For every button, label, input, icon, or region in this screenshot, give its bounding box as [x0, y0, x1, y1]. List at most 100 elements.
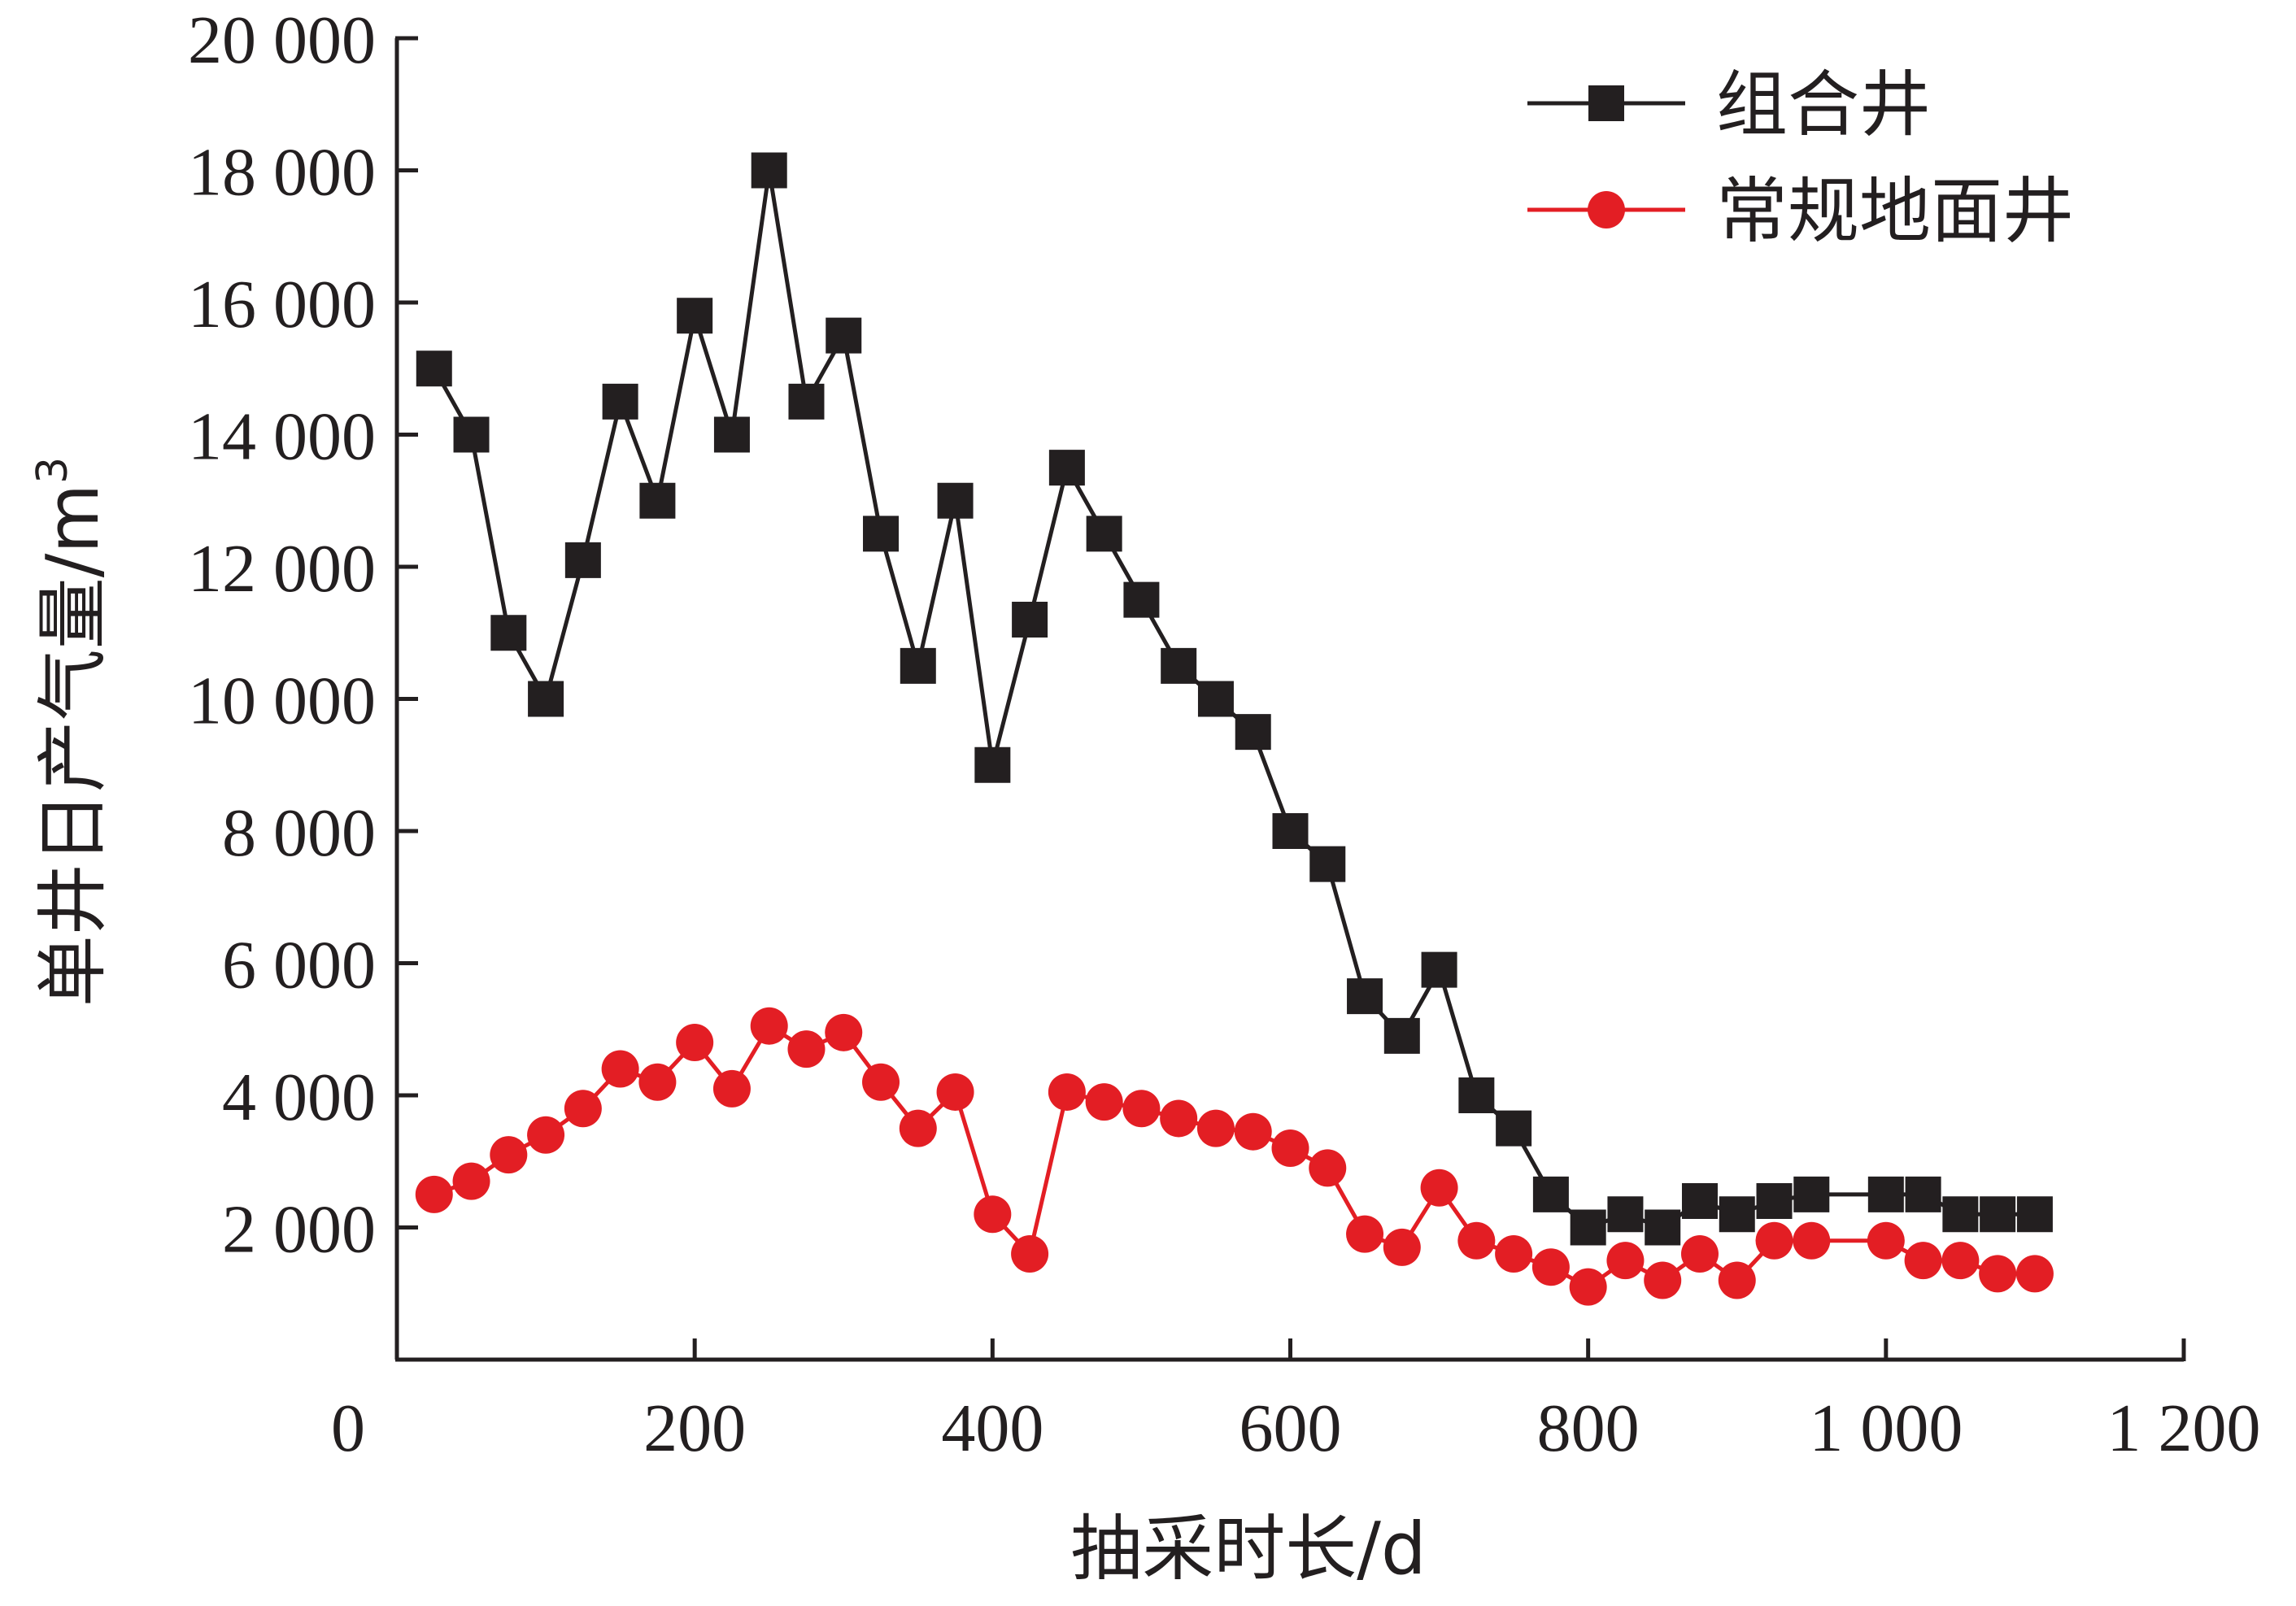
- data-point: [750, 1007, 788, 1045]
- data-point: [490, 615, 527, 651]
- data-point: [2016, 1196, 2053, 1233]
- data-point: [1309, 1149, 1347, 1187]
- y-axis-title-main: 单井日产气量/m: [31, 484, 115, 1007]
- data-point: [528, 681, 564, 717]
- data-point: [1755, 1221, 1793, 1260]
- data-point: [416, 350, 452, 387]
- data-point: [751, 152, 787, 189]
- data-point: [1234, 1112, 1272, 1151]
- data-point: [1309, 846, 1346, 882]
- legend-label: 组合井: [1716, 63, 1931, 146]
- data-point: [1719, 1196, 1755, 1233]
- x-tick-label: 200: [643, 1391, 746, 1466]
- data-point: [787, 1030, 826, 1068]
- y-tick-label: 8 000: [222, 795, 376, 871]
- data-point: [638, 1063, 677, 1101]
- data-point: [1272, 813, 1309, 849]
- series-line: [432, 170, 2035, 1230]
- data-point: [1048, 1073, 1086, 1111]
- data-point: [1718, 1261, 1756, 1299]
- y-tick-label: 20 000: [188, 2, 376, 78]
- data-point: [1942, 1196, 1979, 1233]
- legend-label: 常规地面井: [1716, 169, 2074, 253]
- y-tick-label: 18 000: [188, 135, 376, 211]
- data-point: [1793, 1176, 1830, 1212]
- data-point: [1235, 714, 1271, 751]
- data-point: [1122, 1090, 1161, 1128]
- data-point: [1941, 1242, 1980, 1280]
- data-point: [1867, 1221, 1905, 1260]
- data-point: [1867, 1176, 1904, 1212]
- data-point: [1756, 1183, 1793, 1219]
- data-point: [415, 1175, 453, 1213]
- data-point: [1570, 1209, 1606, 1246]
- y-tick-label: 14 000: [188, 399, 376, 475]
- data-point: [1606, 1242, 1645, 1280]
- x-tick-label: 400: [941, 1391, 1043, 1466]
- data-point: [1905, 1176, 1941, 1212]
- y-tick-label: 16 000: [188, 267, 376, 342]
- data-point: [712, 1069, 751, 1108]
- y-tick-label: 6 000: [222, 928, 376, 1003]
- legend-marker: [1588, 85, 1624, 121]
- data-point: [1569, 1268, 1607, 1306]
- data-point: [1160, 1099, 1198, 1138]
- data-point: [1347, 978, 1383, 1015]
- data-point: [1645, 1209, 1681, 1246]
- data-point: [713, 416, 750, 453]
- data-point: [2015, 1255, 2054, 1293]
- data-point: [452, 1162, 490, 1200]
- data-point: [527, 1116, 565, 1154]
- x-tick-label: 600: [1239, 1391, 1342, 1466]
- y-tick-label: 12 000: [188, 531, 376, 607]
- x-tick-label: 1 200: [2107, 1391, 2261, 1466]
- y-tick-label: 10 000: [188, 664, 376, 739]
- data-point: [1495, 1235, 1533, 1273]
- data-point: [1346, 1215, 1384, 1253]
- data-point: [900, 647, 936, 684]
- data-point: [1681, 1183, 1718, 1219]
- legend-item: 组合井: [1527, 63, 1931, 146]
- y-axis-title-group: 单井日产气量/m3: [28, 457, 115, 1007]
- data-point: [1196, 1109, 1235, 1147]
- series-layer: [415, 152, 2054, 1306]
- data-point: [1197, 681, 1234, 717]
- data-point: [564, 542, 601, 578]
- data-point: [1680, 1235, 1719, 1273]
- data-point: [1086, 516, 1122, 552]
- data-point: [1420, 1169, 1458, 1207]
- data-point: [1980, 1196, 2016, 1233]
- data-point: [899, 1109, 937, 1147]
- data-point: [1532, 1176, 1569, 1212]
- data-point: [1085, 1083, 1123, 1121]
- data-point: [936, 1073, 974, 1111]
- data-point: [1048, 450, 1085, 486]
- data-point: [788, 383, 825, 420]
- data-point: [602, 383, 638, 420]
- data-point: [490, 1136, 528, 1174]
- data-point: [974, 746, 1011, 783]
- x-axis-title: 抽采时长/d: [1070, 1507, 1427, 1591]
- data-point: [1904, 1242, 1942, 1280]
- data-point: [1161, 647, 1197, 684]
- data-point: [676, 1024, 714, 1061]
- series-2: [415, 1007, 2054, 1306]
- x-tick-label: 1 000: [1809, 1391, 1963, 1466]
- data-point: [1011, 1235, 1049, 1273]
- data-point: [937, 482, 974, 519]
- legend-marker: [1588, 191, 1625, 228]
- data-point: [1531, 1248, 1570, 1286]
- y-axis-title: 单井日产气量/m3: [28, 457, 115, 1007]
- data-point: [862, 1063, 900, 1101]
- data-point: [1458, 1077, 1495, 1113]
- data-point: [1496, 1110, 1532, 1147]
- data-point: [1383, 1017, 1420, 1054]
- data-point: [863, 516, 900, 552]
- series-1: [416, 152, 2053, 1246]
- data-point: [1123, 581, 1160, 618]
- data-point: [564, 1090, 602, 1128]
- data-point: [1607, 1196, 1644, 1233]
- x-tick-label: 0: [331, 1391, 365, 1466]
